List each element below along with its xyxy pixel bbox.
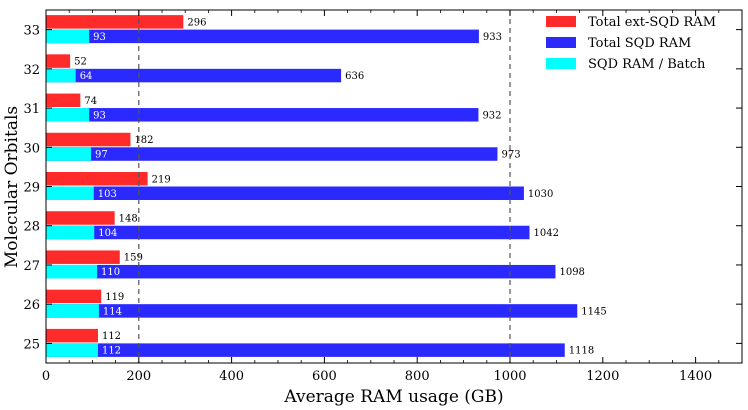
x-tick-label: 1000	[493, 369, 526, 384]
x-axis-ticks: 0 200 400 600 800 1000 1200 1400	[42, 10, 720, 384]
legend-label: Total SQD RAM	[588, 36, 691, 51]
label-ext-sqd-30: 182	[134, 135, 153, 146]
bar-sqd-batch-25	[46, 343, 98, 357]
bar-sqd-batch-33	[46, 29, 90, 44]
label-sqd-total-28: 1042	[533, 228, 558, 239]
bar-ext-sqd-33	[46, 15, 184, 29]
bar-sqd-total-26	[46, 304, 578, 318]
category-group-25: 112 1118 112	[46, 328, 594, 357]
x-tick-label: 0	[42, 369, 50, 384]
label-sqd-total-25: 1118	[569, 346, 594, 357]
label-ext-sqd-26: 119	[105, 292, 124, 303]
bar-ext-sqd-29	[46, 172, 148, 186]
bar-sqd-total-31	[46, 108, 479, 122]
y-tick-label: 25	[23, 337, 40, 352]
label-sqd-total-30: 973	[501, 150, 520, 161]
y-tick-label: 27	[23, 259, 40, 274]
category-group-32: 52 636 64	[46, 54, 364, 83]
label-ext-sqd-32: 52	[74, 57, 87, 68]
bar-sqd-batch-26	[46, 304, 99, 318]
bar-sqd-batch-31	[46, 108, 90, 122]
bar-ext-sqd-30	[46, 132, 131, 147]
category-group-27: 159 1098 110	[46, 250, 585, 279]
legend: Total ext-SQD RAM Total SQD RAM SQD RAM / …	[546, 15, 716, 72]
category-group-31: 74 932 93	[46, 93, 502, 122]
label-sqd-total-31: 932	[482, 110, 501, 121]
bar-sqd-total-25	[46, 343, 565, 357]
bar-sqd-batch-27	[46, 264, 98, 279]
label-sqd-batch-27: 110	[101, 267, 120, 278]
bar-ext-sqd-31	[46, 93, 81, 108]
bar-ext-sqd-32	[46, 54, 71, 68]
y-tick-label: 28	[23, 220, 40, 235]
label-sqd-batch-29: 103	[98, 189, 117, 200]
bar-sqd-total-30	[46, 147, 498, 161]
label-sqd-batch-31: 93	[93, 110, 106, 121]
bar-sqd-batch-29	[46, 186, 94, 200]
bar-ext-sqd-28	[46, 211, 115, 225]
legend-label: Total ext-SQD RAM	[588, 15, 716, 30]
label-sqd-total-26: 1145	[581, 306, 606, 317]
label-ext-sqd-27: 159	[124, 253, 143, 264]
bar-ext-sqd-26	[46, 289, 102, 304]
label-sqd-total-32: 636	[345, 71, 364, 82]
label-ext-sqd-25: 112	[102, 331, 121, 342]
x-tick-label: 1400	[679, 369, 712, 384]
y-tick-label: 33	[23, 24, 40, 39]
category-group-28: 148 1042 104	[46, 211, 559, 240]
label-sqd-batch-26: 114	[103, 306, 122, 317]
y-tick-label: 30	[23, 141, 40, 156]
bar-sqd-total-32	[46, 68, 342, 83]
bar-sqd-total-29	[46, 186, 524, 200]
y-axis-ticks: 33 32 31 30 29 28 27 26 25	[23, 24, 742, 352]
y-tick-label: 29	[23, 181, 40, 196]
bar-ext-sqd-25	[46, 328, 98, 343]
label-sqd-batch-25: 112	[102, 346, 121, 357]
legend-swatch	[546, 16, 576, 27]
y-tick-label: 26	[23, 298, 40, 313]
label-sqd-batch-32: 64	[80, 71, 93, 82]
bar-sqd-batch-32	[46, 68, 76, 83]
x-tick-label: 600	[312, 369, 337, 384]
y-tick-label: 31	[23, 102, 40, 117]
bar-sqd-batch-28	[46, 225, 95, 240]
bar-sqd-total-28	[46, 225, 530, 240]
y-axis-label: Molecular Orbitals	[2, 106, 22, 268]
y-tick-label: 32	[23, 63, 40, 78]
label-sqd-total-33: 933	[483, 32, 502, 43]
x-tick-label: 400	[219, 369, 244, 384]
label-sqd-batch-30: 97	[95, 150, 108, 161]
legend-label: SQD RAM / Batch	[588, 57, 706, 72]
label-ext-sqd-31: 74	[84, 96, 97, 107]
label-sqd-batch-33: 93	[93, 32, 106, 43]
legend-swatch	[546, 58, 576, 69]
bar-sqd-total-27	[46, 264, 556, 279]
x-axis-label: Average RAM usage (GB)	[283, 387, 503, 407]
legend-swatch	[546, 37, 576, 48]
category-group-29: 219 1030 103	[46, 172, 553, 200]
label-ext-sqd-33: 296	[187, 17, 206, 28]
x-tick-label: 200	[126, 369, 151, 384]
chart-marks: 296 933 93 52 636 64 74 932 93 182 973 97 219 1030 103…	[46, 10, 607, 363]
category-group-26: 119 1145 114	[46, 289, 607, 318]
bar-ext-sqd-27	[46, 250, 120, 264]
label-sqd-batch-28: 104	[98, 228, 117, 239]
category-group-33: 296 933 93	[46, 15, 502, 44]
label-ext-sqd-28: 148	[119, 213, 138, 224]
label-sqd-total-29: 1030	[528, 189, 553, 200]
category-group-30: 182 973 97	[46, 132, 521, 161]
x-tick-label: 800	[405, 369, 430, 384]
x-tick-label: 1200	[586, 369, 619, 384]
label-sqd-total-27: 1098	[559, 267, 584, 278]
bar-sqd-total-33	[46, 29, 479, 44]
bar-sqd-batch-30	[46, 147, 92, 161]
label-ext-sqd-29: 219	[152, 174, 171, 185]
